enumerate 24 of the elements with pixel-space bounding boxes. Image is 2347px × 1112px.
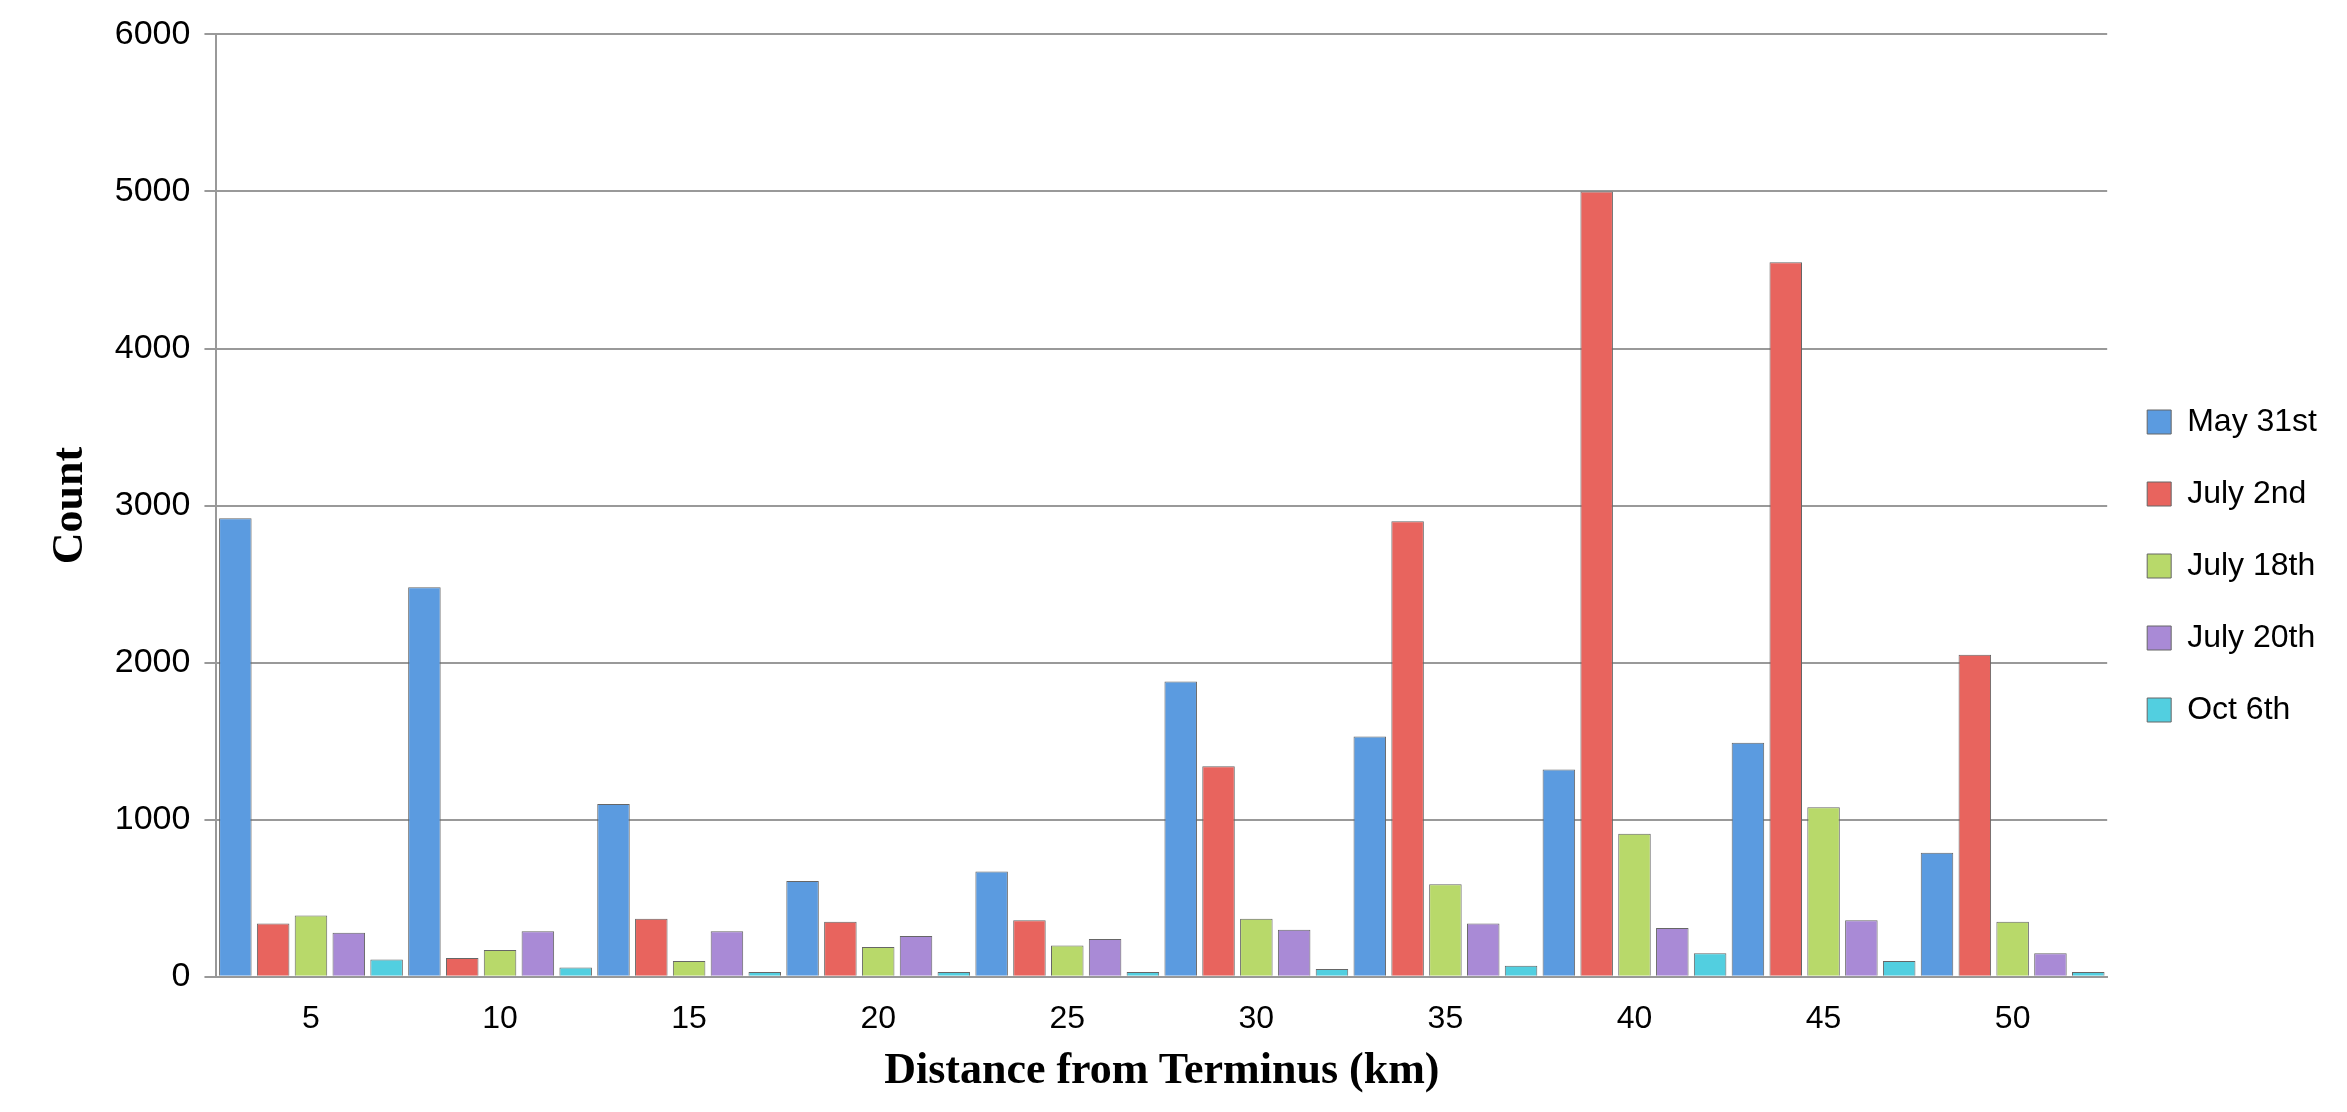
y-tick-label: 1000: [114, 798, 191, 837]
x-tick-label: 20: [860, 998, 896, 1035]
x-tick-label: 10: [482, 998, 518, 1035]
legend-label: July 2nd: [2187, 473, 2307, 510]
y-tick-label: 0: [171, 955, 191, 994]
y-tick-label: 2000: [114, 641, 191, 680]
x-tick-label: 30: [1238, 998, 1275, 1035]
x-tick-label: 5: [302, 998, 320, 1035]
x-tick-label: 35: [1427, 998, 1464, 1035]
y-tick-label: 6000: [114, 12, 191, 51]
x-tick-label: 50: [1994, 998, 2031, 1035]
x-axis-title: Distance from Terminus (km): [884, 1043, 1440, 1093]
y-tick-label: 5000: [114, 169, 191, 208]
legend-label: July 18th: [2187, 545, 2316, 582]
x-tick-label: 40: [1616, 998, 1653, 1035]
legend-label: July 20th: [2187, 617, 2316, 654]
x-tick-label: 25: [1049, 998, 1086, 1035]
legend-label: Oct 6th: [2187, 689, 2291, 726]
x-tick-label: 15: [671, 998, 707, 1035]
legend-label: May 31st: [2187, 401, 2318, 438]
y-tick-label: 3000: [114, 483, 191, 522]
y-axis-title: Count: [42, 446, 92, 565]
x-tick-label: 45: [1805, 998, 1842, 1035]
y-tick-label: 4000: [114, 326, 191, 365]
